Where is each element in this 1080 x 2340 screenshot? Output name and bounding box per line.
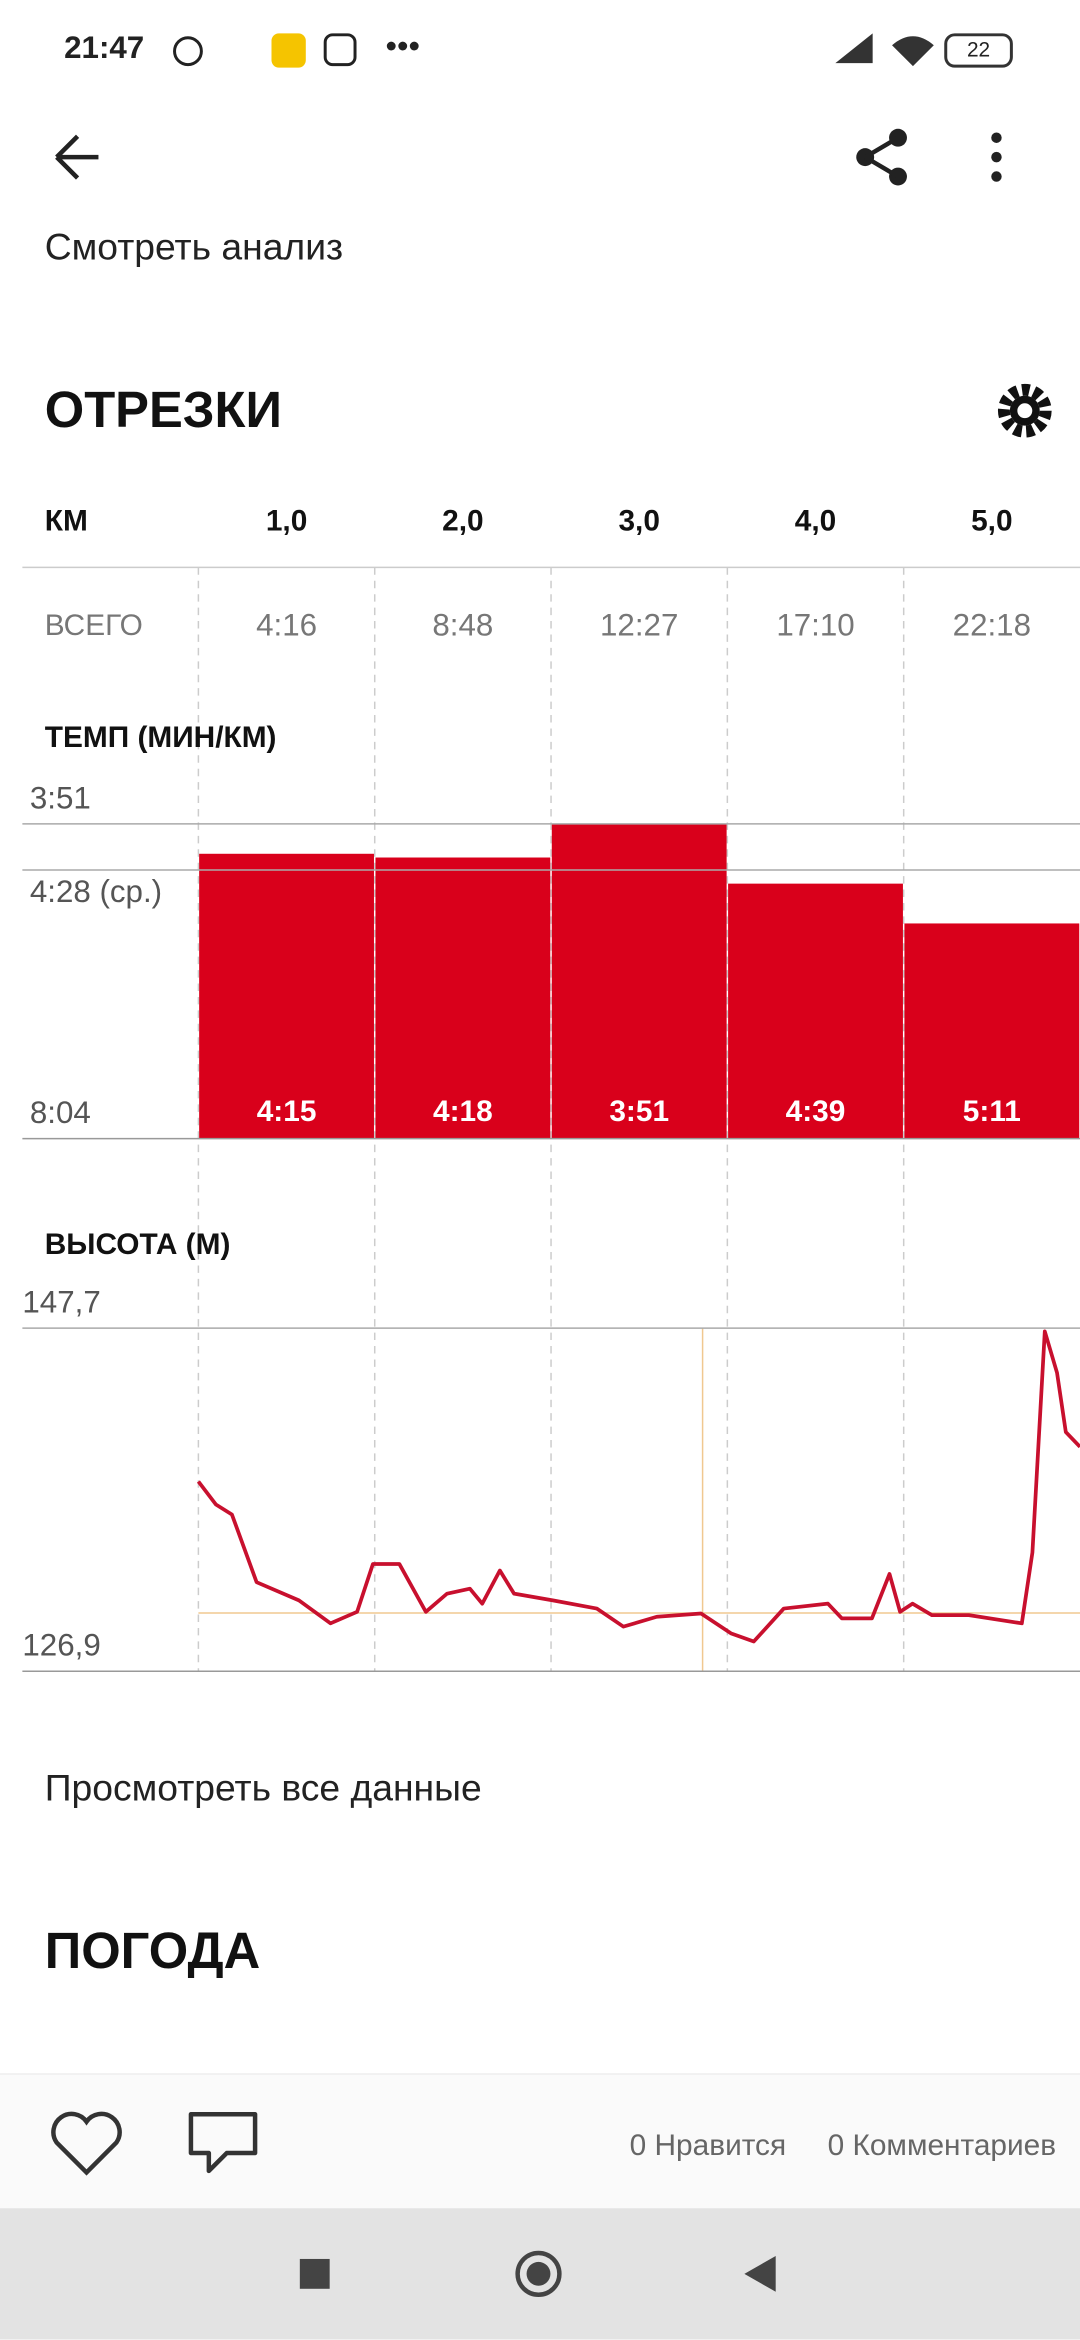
chart-title: ВЫСОТА (М) xyxy=(45,1228,231,1261)
pace-label: 3:51 xyxy=(609,1095,669,1128)
app-icon xyxy=(271,33,306,68)
km-label: КМ xyxy=(45,504,88,537)
instagram-icon xyxy=(323,33,357,67)
pace-bar xyxy=(728,883,903,1139)
comments-count[interactable]: 0 Комментариев xyxy=(828,2129,1057,2162)
weather-title: ПОГОДА xyxy=(45,1922,260,1979)
back-button[interactable] xyxy=(55,134,99,180)
total-time: 17:10 xyxy=(776,607,854,642)
total-time: 8:48 xyxy=(432,607,493,642)
battery-level: 22 xyxy=(967,39,990,62)
menu-button[interactable] xyxy=(991,132,1002,182)
pace-bar xyxy=(375,857,551,1139)
more-status: ••• xyxy=(386,27,420,64)
km-column: 2,0 xyxy=(442,504,483,537)
action-bar xyxy=(0,2073,1080,2209)
nav-back[interactable] xyxy=(744,2255,776,2292)
total-time: 22:18 xyxy=(953,607,1031,642)
share-button[interactable] xyxy=(856,128,907,186)
y-tick-label: 8:04 xyxy=(30,1095,91,1130)
pace-label: 5:11 xyxy=(963,1095,1021,1128)
chart-title: ТЕМП (МИН/КМ) xyxy=(45,721,277,754)
section-title: ОТРЕЗКИ xyxy=(45,381,282,438)
pace-bar xyxy=(551,823,727,1139)
total-label: ВСЕГО xyxy=(45,609,143,642)
view-all-link[interactable]: Просмотреть все данные xyxy=(45,1766,482,1808)
status-time: 21:47 xyxy=(64,30,144,65)
y-tick-label: 147,7 xyxy=(22,1285,100,1320)
total-time: 4:16 xyxy=(256,607,317,642)
nav-recent[interactable] xyxy=(299,2258,330,2289)
nav-home[interactable] xyxy=(515,2250,562,2297)
pace-label: 4:39 xyxy=(786,1095,846,1128)
km-column: 5,0 xyxy=(971,504,1012,537)
km-column: 4,0 xyxy=(795,504,836,537)
alarm-icon xyxy=(173,36,203,67)
signal-icon xyxy=(835,33,873,64)
pace-bar xyxy=(904,923,1080,1139)
km-column: 1,0 xyxy=(266,504,307,537)
analysis-link[interactable]: Смотреть анализ xyxy=(45,225,343,267)
pace-bar xyxy=(199,853,374,1139)
pace-label: 4:15 xyxy=(257,1095,317,1128)
wifi-icon xyxy=(892,36,934,67)
comment-button[interactable] xyxy=(188,2112,258,2174)
settings-button[interactable] xyxy=(997,383,1052,438)
y-tick-label: 3:51 xyxy=(30,780,91,815)
battery-icon xyxy=(944,33,1013,68)
likes-count[interactable]: 0 Нравится xyxy=(630,2129,787,2162)
y-tick-label: 4:28 (ср.) xyxy=(30,874,162,909)
km-column: 3,0 xyxy=(618,504,659,537)
like-button[interactable] xyxy=(51,2111,122,2176)
nav-home-dot xyxy=(526,2261,551,2286)
y-tick-label: 126,9 xyxy=(22,1628,100,1663)
total-time: 12:27 xyxy=(600,607,678,642)
elevation-line xyxy=(196,1329,1080,1644)
pace-label: 4:18 xyxy=(433,1095,493,1128)
